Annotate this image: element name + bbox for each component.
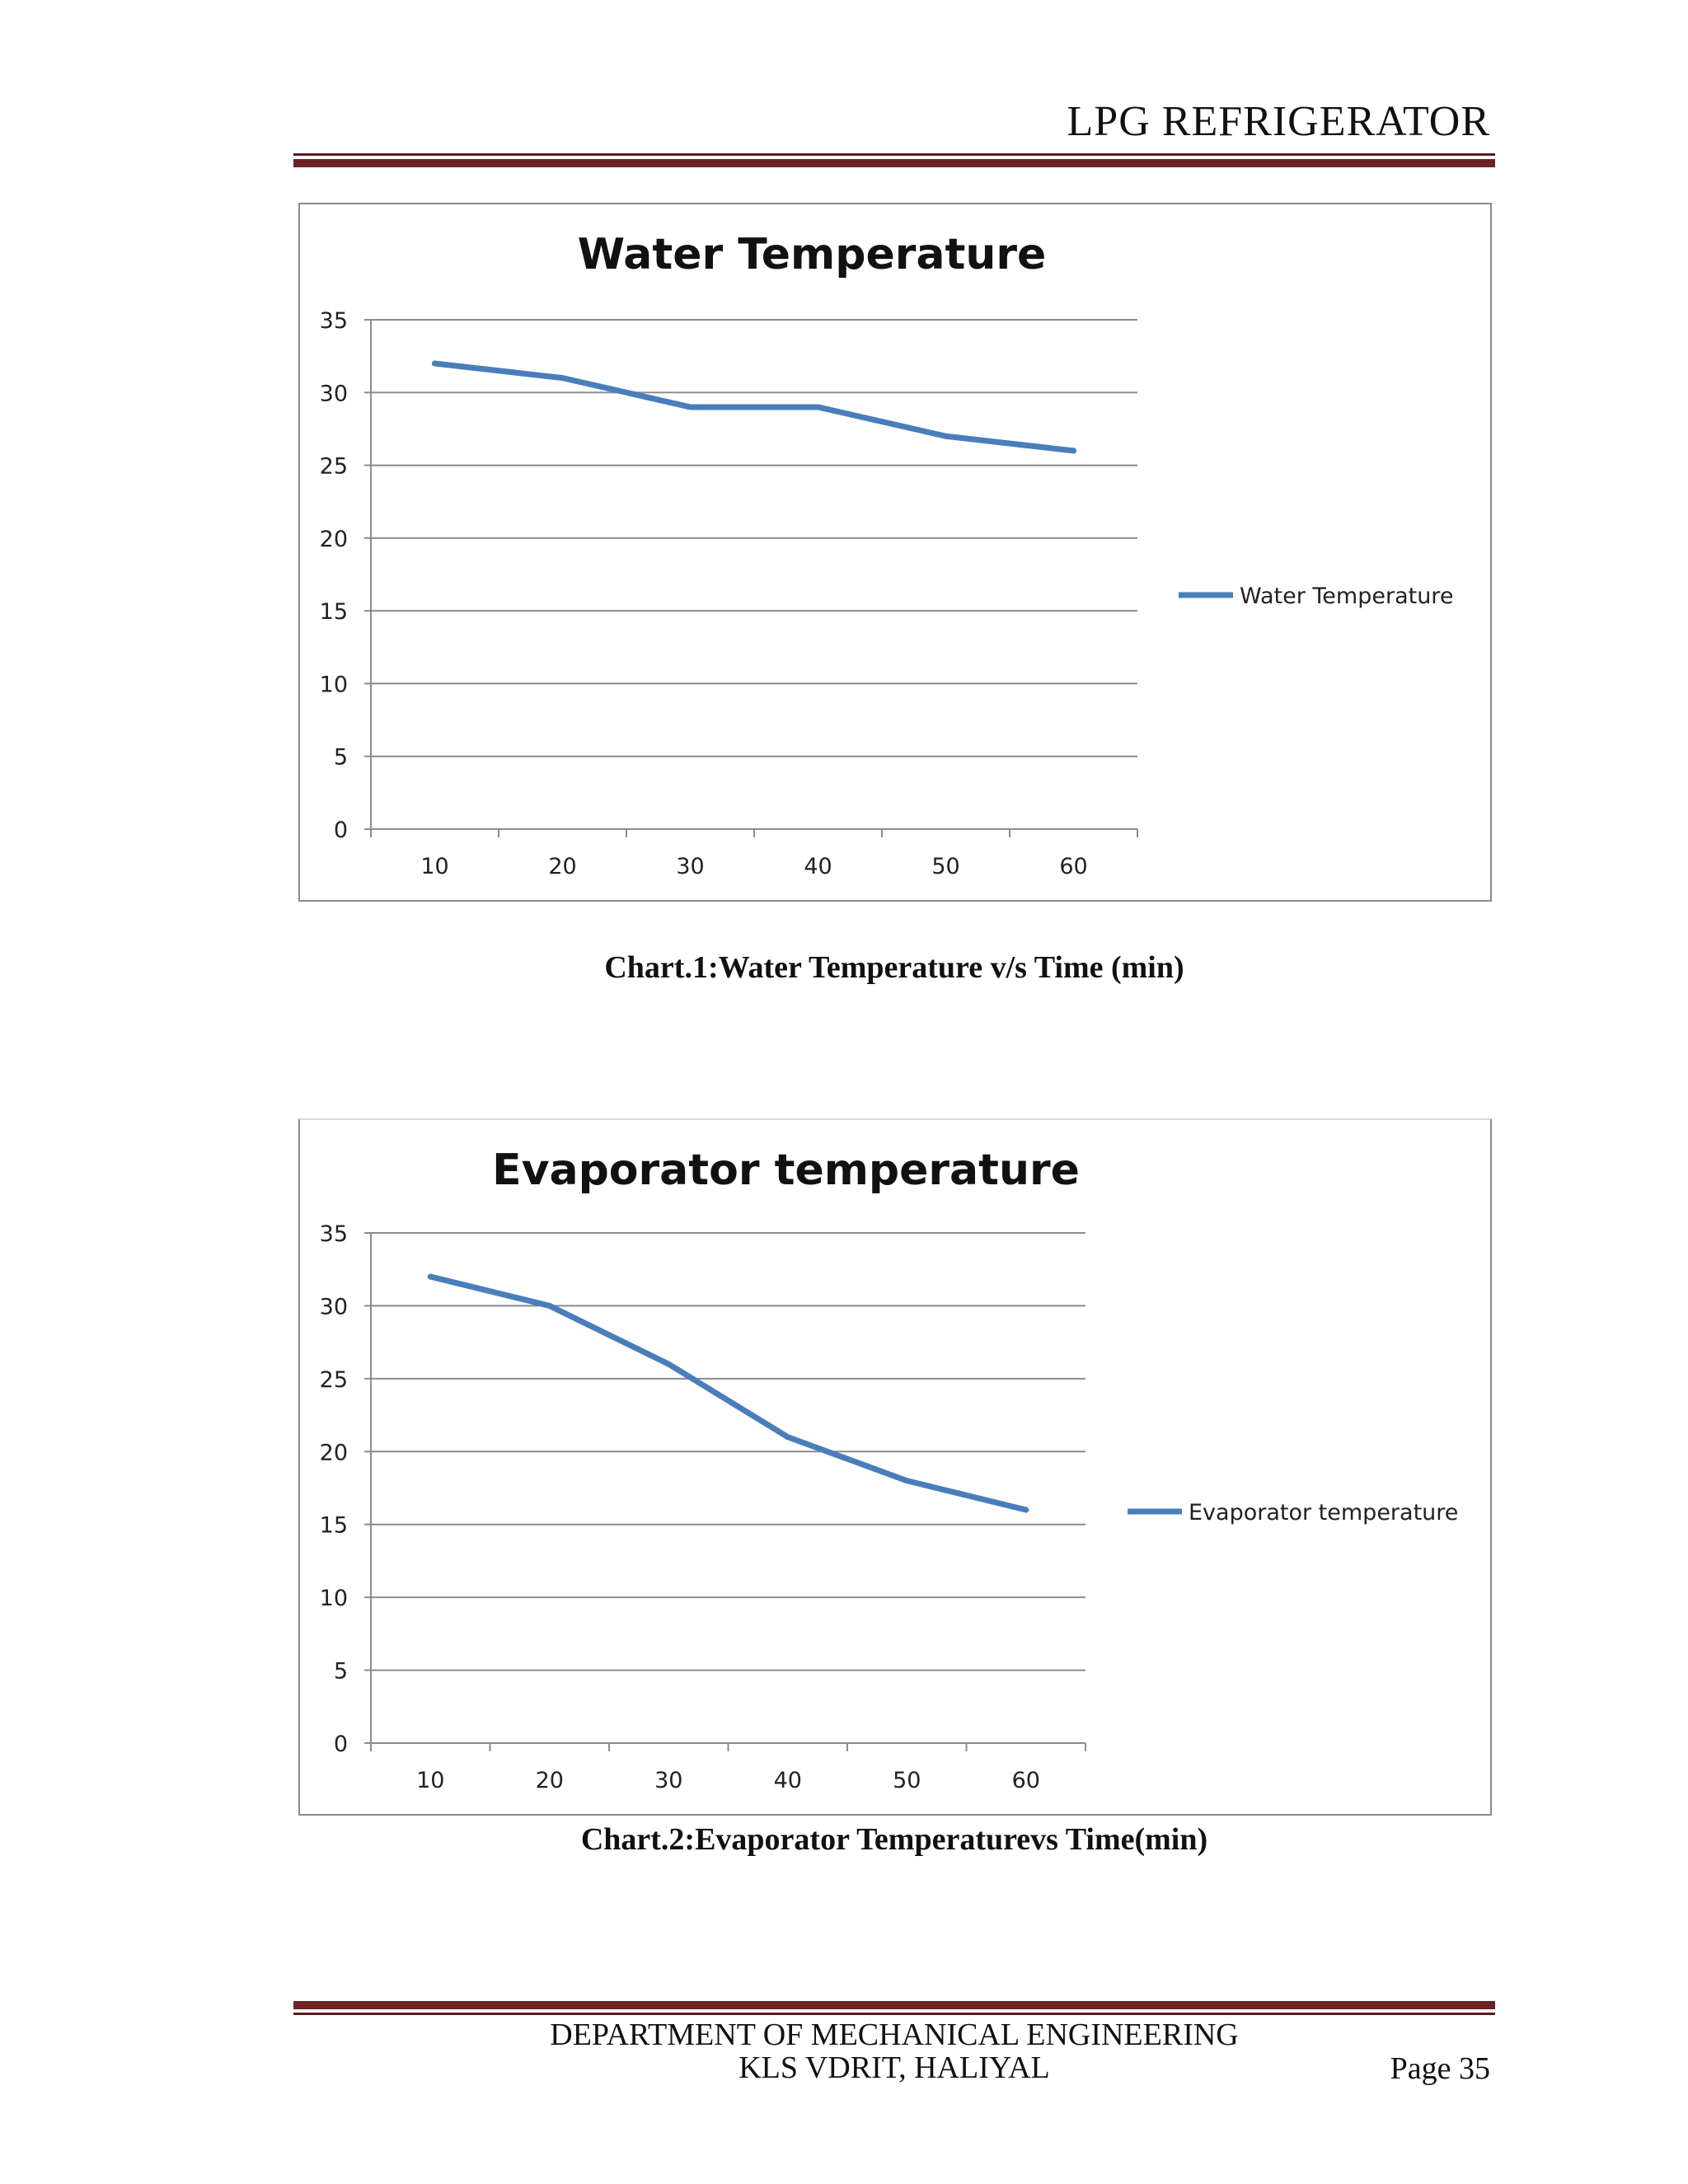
x-tick-label: 20 [536,1768,564,1793]
data-point [427,1273,434,1280]
college-name: KLS VDRIT, HALIYAL [738,2050,1050,2085]
x-tick-label: 50 [893,1768,921,1793]
data-point [903,1478,910,1484]
legend-label: Water Temperature [1240,583,1453,609]
water-temperature-chart-svg: Water Temperature 0 5 10 15 20 25 30 35 10 20 30 40 5… [320,230,1454,879]
page-number: Page 35 [1390,2051,1490,2086]
y-tick-label: 0 [334,1732,348,1757]
x-tick-label: 50 [931,854,959,879]
x-tick-label: 30 [676,854,704,879]
y-tick-label: 35 [320,308,348,334]
y-tick-label: 15 [320,1513,348,1539]
x-tick-label: 10 [420,854,448,879]
y-tick-label: 15 [320,599,348,625]
x-tick-label: 10 [416,1768,444,1793]
data-point [815,404,821,410]
y-tick-label: 20 [320,1440,348,1465]
y-tick-label: 35 [320,1221,348,1247]
y-tick-label: 0 [334,818,348,843]
y-tick-label: 10 [320,1586,348,1611]
y-tick-label: 30 [320,381,348,406]
y-tick-label: 30 [320,1294,348,1319]
chart-2-caption: Chart.2:Evaporator Temperaturevs Time(mi… [580,1822,1208,1857]
y-tick-label: 5 [334,745,348,771]
data-point [560,375,565,382]
footer-rule [293,2001,1495,2015]
page-header-title: LPG REFRIGERATOR [1067,98,1490,145]
series-line [432,360,1076,454]
x-tick-label: 60 [1012,1768,1040,1793]
chart-1-caption: Chart.1:Water Temperature v/s Time (min) [604,950,1184,985]
evaporator-temperature-chart: Evaporator temperature 0 5 10 15 20 25 30 35 10 20… [298,1118,1492,1816]
data-point [687,404,693,410]
y-tick-label: 20 [320,527,348,552]
legend-label: Evaporator temperature [1189,1500,1458,1526]
header-rule [293,153,1495,167]
evaporator-temperature-chart-svg: Evaporator temperature 0 5 10 15 20 25 30 35 10 20… [320,1146,1459,1793]
footer-department: DEPARTMENT OF MECHANICAL ENGINEERING KLS… [0,2018,1688,2085]
y-tick-label: 5 [334,1659,348,1685]
water-temperature-chart: Water Temperature 0 5 10 15 20 25 30 35 10 20 30 40 5… [298,203,1492,902]
x-tick-label: 60 [1059,854,1087,879]
x-tick-label: 40 [804,854,832,879]
department-name: DEPARTMENT OF MECHANICAL ENGINEERING [550,2018,1239,2052]
data-point [943,433,949,439]
x-tick-label: 30 [654,1768,682,1793]
y-tick-label: 25 [320,1367,348,1393]
x-tick-label: 20 [548,854,576,879]
data-point [665,1361,672,1367]
x-tick-label: 40 [774,1768,802,1793]
y-tick-label: 10 [320,672,348,697]
data-point [1071,448,1076,454]
y-tick-label: 25 [320,454,348,480]
data-point [1023,1507,1029,1513]
chart-title: Water Temperature [578,230,1047,279]
series-line [427,1273,1029,1513]
data-point [785,1434,791,1441]
data-point [546,1302,553,1309]
data-point [432,360,438,367]
chart-title: Evaporator temperature [492,1146,1080,1195]
